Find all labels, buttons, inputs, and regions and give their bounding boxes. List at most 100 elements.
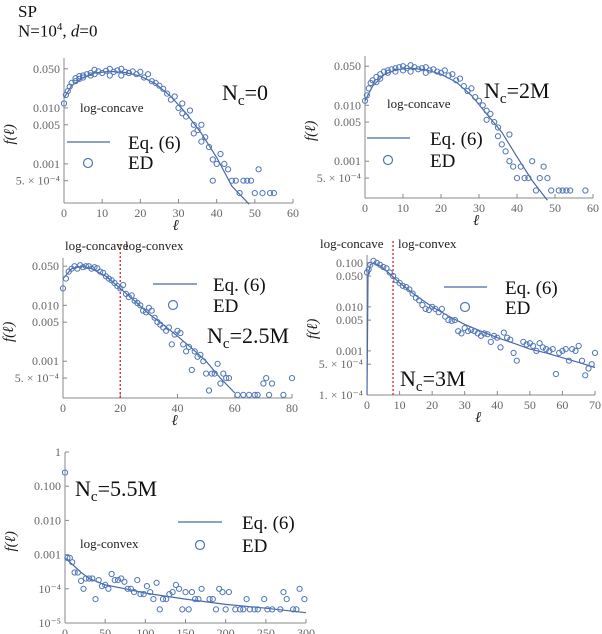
x-tick-label: 10: [96, 206, 108, 220]
ed-data-point: [361, 97, 369, 104]
legend-label-eq6: Eq. (6): [128, 133, 181, 154]
nc-label-n: N: [484, 78, 500, 103]
ed-data-point: [83, 71, 91, 78]
ed-data-point: [373, 79, 380, 86]
y-tick-label: 5. × 10⁻⁴: [317, 171, 361, 185]
nc-label-n: N: [207, 323, 223, 348]
y-tick-label: 0.010: [33, 101, 60, 115]
ed-data-point: [546, 347, 553, 354]
ed-data-point: [497, 344, 504, 351]
ed-data-point: [164, 90, 171, 97]
ed-data-point: [172, 581, 179, 589]
ed-data-point: [261, 596, 268, 603]
ed-data-point: [205, 143, 213, 151]
ed-data-point: [209, 596, 216, 603]
y-tick-label: 0.001: [336, 344, 363, 358]
ed-data-point: [543, 346, 550, 353]
ed-data-point: [228, 177, 235, 184]
ed-data-point: [559, 347, 566, 354]
legend-label-ed: ED: [213, 296, 238, 317]
ed-data-point: [247, 177, 255, 184]
ed-data-point: [76, 75, 83, 83]
nc-label-sub: c: [223, 336, 230, 352]
legend-label-eq6: Eq. (6): [430, 129, 483, 150]
ed-data-point: [373, 259, 380, 266]
x-tick-label: 20: [435, 201, 447, 215]
x-axis-label: ℓ: [173, 218, 179, 234]
ed-data-point: [179, 100, 186, 107]
legend-label-ed: ED: [128, 153, 153, 174]
ed-data-point: [458, 330, 465, 337]
ed-data-point: [156, 82, 163, 89]
nc-label: Nc=3M: [400, 366, 466, 395]
ed-data-point: [251, 391, 258, 398]
x-tick-label: 30: [173, 206, 185, 220]
ed-data-point: [92, 596, 99, 603]
nc-label-value: =2.5M: [230, 323, 289, 348]
ed-data-point: [140, 591, 147, 598]
ed-data-point: [106, 65, 113, 72]
ed-data-point: [409, 290, 416, 297]
ed-data-point: [582, 372, 589, 379]
x-tick-label: 70: [589, 398, 601, 412]
y-axis-label: f(ℓ): [305, 319, 321, 339]
ed-data-point: [221, 160, 228, 167]
ed-data-point: [148, 78, 155, 85]
x-tick-label: 50: [99, 626, 111, 634]
x-tick-label: 50: [524, 398, 536, 412]
ed-data-point: [186, 107, 194, 114]
ed-data-point: [234, 391, 241, 398]
y-tick-label: 5. × 10⁻⁴: [16, 174, 60, 188]
nc-label: Nc=2M: [484, 78, 550, 107]
ed-data-point: [504, 334, 511, 341]
y-tick-label: 0.005: [33, 118, 60, 132]
x-tick-label: 10: [394, 398, 406, 412]
ed-data-point: [213, 160, 220, 167]
x-tick-label: 60: [556, 398, 568, 412]
ed-data-point: [190, 121, 197, 128]
ed-data-point: [390, 272, 397, 280]
y-tick-label: 0.005: [334, 115, 361, 129]
chart-panel-3: 0 20 40 60 80 0.050 0.010 0.005 0.001 5. × 10⁻⁴ ℓ f…: [1, 238, 298, 429]
ed-data-point: [209, 177, 216, 184]
subtitle-mid: ,: [62, 21, 71, 41]
y-tick-label: 0.005: [336, 313, 363, 327]
y-tick-label: 0.010: [32, 298, 59, 312]
ed-data-point: [197, 351, 204, 358]
ed-data-point: [290, 606, 297, 613]
ed-data-point: [163, 596, 170, 603]
annotation-log-concave: log-concave: [80, 100, 144, 115]
chart-panel-5: 0 50 100 150 200 250 300 1 0.100 0.010 0.001 10⁻⁴ 10…: [3, 445, 315, 634]
x-tick-label: 20: [114, 401, 126, 415]
ed-data-point: [572, 347, 579, 354]
ed-data-point: [483, 116, 490, 123]
ed-data-point: [426, 67, 433, 74]
ed-data-point: [296, 585, 303, 592]
x-tick-label: 30: [459, 398, 471, 412]
ed-data-point: [88, 265, 95, 272]
ed-data-point: [177, 329, 184, 337]
nc-label: Nc=2.5M: [207, 323, 289, 352]
ed-data-point: [102, 581, 109, 589]
y-tick-label: 5. × 10⁻⁴: [15, 371, 59, 385]
legend-circle-swatch: [194, 539, 206, 551]
ed-data-point: [506, 158, 513, 165]
ed-data-point: [179, 606, 186, 613]
ed-data-point: [559, 187, 566, 194]
ed-data-point: [121, 578, 128, 585]
ed-data-point: [434, 68, 441, 75]
ed-data-point: [475, 97, 483, 104]
legend-label-ed: ED: [242, 536, 267, 557]
ed-data-point: [105, 585, 112, 592]
subtitle-prefix: N=10: [18, 21, 57, 41]
ed-data-point: [365, 85, 372, 92]
ed-data-point: [80, 74, 87, 81]
x-axis-label: ℓ: [475, 410, 481, 426]
ed-data-point: [578, 357, 586, 364]
legend-circle-swatch: [82, 157, 94, 169]
ed-data-point: [494, 133, 502, 140]
ed-data-point: [500, 329, 507, 336]
y-tick-label: 0.100: [336, 256, 363, 270]
ed-data-point: [530, 342, 537, 349]
ed-data-point: [582, 187, 589, 194]
